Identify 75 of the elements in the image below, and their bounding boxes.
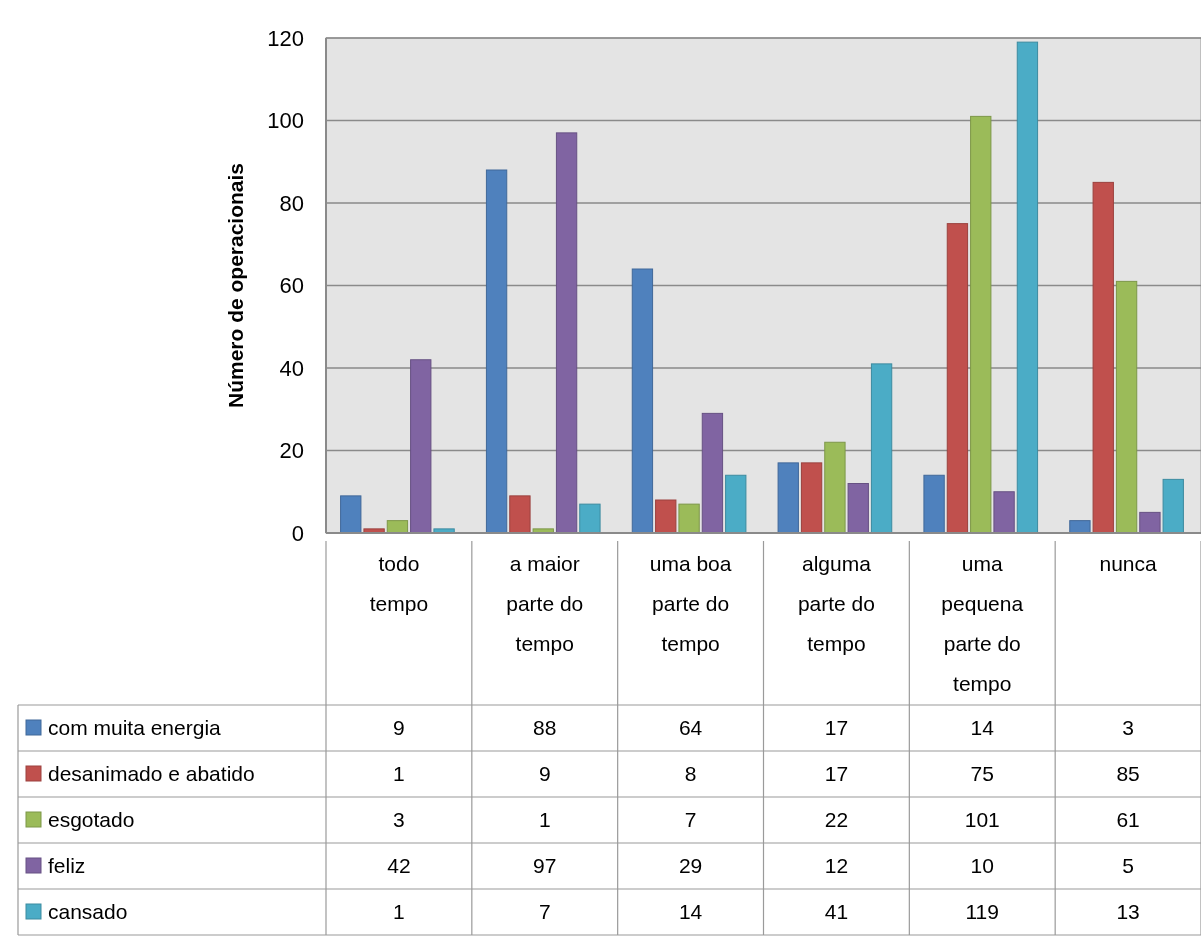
- bar: [824, 441, 846, 534]
- bar: [555, 132, 578, 534]
- data-label: 7: [538, 900, 551, 924]
- legend-label: com muita energia: [48, 716, 222, 740]
- legend-label: cansado: [48, 900, 128, 924]
- data-label: 3: [393, 808, 405, 832]
- data-label: 41: [824, 900, 849, 924]
- bar: [340, 495, 362, 534]
- y-tick-label: 100: [267, 108, 304, 134]
- bar: [410, 359, 432, 534]
- y-tick-label: 80: [279, 190, 304, 216]
- data-label: 10: [970, 854, 994, 878]
- bar: [970, 115, 992, 534]
- legend-label: esgotado: [48, 808, 135, 832]
- bar: [579, 503, 601, 534]
- bar: [777, 462, 799, 534]
- x-tick-label: todo tempo: [369, 552, 429, 615]
- y-tick-label: 60: [279, 273, 304, 299]
- bar: [678, 503, 700, 534]
- data-label: 17: [824, 716, 849, 740]
- data-label: 7: [684, 808, 697, 832]
- data-label: 88: [533, 716, 557, 740]
- bar: [1139, 511, 1161, 534]
- data-label: 8: [684, 762, 697, 786]
- data-label: 12: [824, 854, 849, 878]
- bar: [1092, 181, 1114, 534]
- data-label: 5: [1122, 854, 1134, 878]
- x-tick-label: uma pequena parte do tempo: [941, 552, 1024, 695]
- data-label: 14: [970, 716, 995, 740]
- y-tick-label: 20: [279, 438, 304, 464]
- bar: [1069, 520, 1091, 534]
- data-label: 3: [1122, 716, 1134, 740]
- data-label: 42: [387, 854, 411, 878]
- bar: [725, 474, 747, 534]
- data-label: 9: [393, 716, 405, 740]
- data-label: 29: [678, 854, 703, 878]
- x-tick-label: a maior parte do tempo: [506, 552, 584, 655]
- bar: [509, 495, 531, 534]
- data-label: 85: [1116, 762, 1140, 786]
- data-label: 9: [538, 762, 551, 786]
- bar: [701, 412, 724, 534]
- bar: [870, 363, 893, 534]
- y-tick-label: 120: [267, 25, 304, 51]
- data-label: 22: [824, 808, 849, 832]
- x-tick-label: alguma parte do tempo: [797, 552, 875, 655]
- data-label: 1: [538, 808, 551, 832]
- data-label: 119: [965, 900, 999, 924]
- data-label: 14: [678, 900, 703, 924]
- data-label: 101: [964, 808, 1000, 832]
- data-label: 64: [678, 716, 703, 740]
- bar: [800, 462, 823, 534]
- data-label: 13: [1116, 900, 1140, 924]
- x-tick-label: nunca: [1099, 552, 1158, 575]
- bar: [1162, 478, 1184, 534]
- data-label: 1: [393, 900, 405, 924]
- data-label: 61: [1116, 808, 1140, 832]
- bar: [1115, 280, 1138, 534]
- legend-label: desanimado e abatido: [48, 762, 255, 786]
- bar: [655, 499, 677, 534]
- y-axis-title: Número de operacionais: [224, 162, 247, 409]
- bar: [993, 491, 1015, 534]
- bar: [946, 223, 969, 534]
- bar: [1016, 41, 1039, 534]
- bar: [847, 483, 869, 534]
- data-label: 17: [824, 762, 849, 786]
- legend-label: feliz: [48, 854, 86, 878]
- y-tick-label: 40: [279, 355, 304, 381]
- data-label: 1: [393, 762, 405, 786]
- data-label: 97: [533, 854, 557, 878]
- bar: [485, 169, 508, 534]
- y-tick-label: 0: [291, 520, 304, 546]
- x-tick-label: uma boa parte do tempo: [649, 552, 732, 655]
- data-label: 75: [970, 762, 994, 786]
- bar: [631, 268, 654, 534]
- bar: [923, 474, 945, 534]
